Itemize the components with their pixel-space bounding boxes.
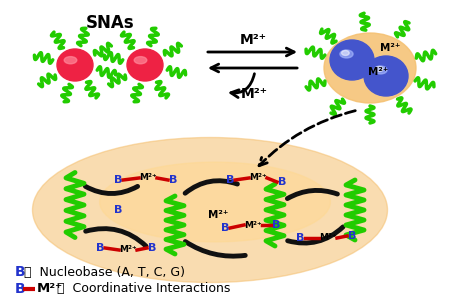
Ellipse shape — [134, 56, 147, 64]
Text: ：  Coordinative Interactions: ： Coordinative Interactions — [57, 282, 230, 296]
Text: B: B — [169, 175, 177, 185]
Ellipse shape — [33, 138, 388, 282]
Text: M²⁺: M²⁺ — [139, 173, 157, 182]
Text: B: B — [15, 265, 26, 279]
Text: M²⁺: M²⁺ — [368, 67, 388, 77]
Ellipse shape — [340, 50, 353, 58]
Text: B: B — [148, 243, 156, 253]
Text: B: B — [114, 175, 122, 185]
Ellipse shape — [64, 56, 77, 64]
Ellipse shape — [127, 49, 163, 81]
Text: B: B — [226, 175, 234, 185]
Text: M²⁺: M²⁺ — [249, 173, 267, 182]
Ellipse shape — [364, 56, 408, 96]
Text: B: B — [96, 243, 104, 253]
Ellipse shape — [375, 67, 383, 72]
Text: B: B — [348, 231, 356, 241]
Text: M²⁺: M²⁺ — [380, 43, 400, 53]
Text: M²⁺: M²⁺ — [319, 234, 337, 243]
Text: B: B — [15, 282, 26, 296]
Text: M²⁺: M²⁺ — [239, 33, 266, 47]
Text: M²⁺: M²⁺ — [37, 282, 63, 296]
Ellipse shape — [330, 40, 374, 80]
Text: ：  Nucleobase (A, T, C, G): ： Nucleobase (A, T, C, G) — [24, 266, 185, 278]
Ellipse shape — [374, 66, 387, 74]
Text: B: B — [296, 233, 304, 243]
Text: B: B — [221, 223, 229, 233]
Text: M²⁺: M²⁺ — [208, 210, 228, 220]
Text: B: B — [272, 220, 280, 230]
Text: M²⁺: M²⁺ — [244, 220, 262, 230]
Ellipse shape — [324, 33, 416, 103]
Text: SNAs: SNAs — [86, 14, 134, 32]
Text: M²⁺: M²⁺ — [240, 87, 267, 101]
Ellipse shape — [342, 50, 349, 56]
Text: M²⁺: M²⁺ — [119, 246, 137, 255]
Text: B: B — [278, 177, 286, 187]
Ellipse shape — [100, 162, 330, 242]
Ellipse shape — [57, 49, 93, 81]
Text: B: B — [114, 205, 122, 215]
